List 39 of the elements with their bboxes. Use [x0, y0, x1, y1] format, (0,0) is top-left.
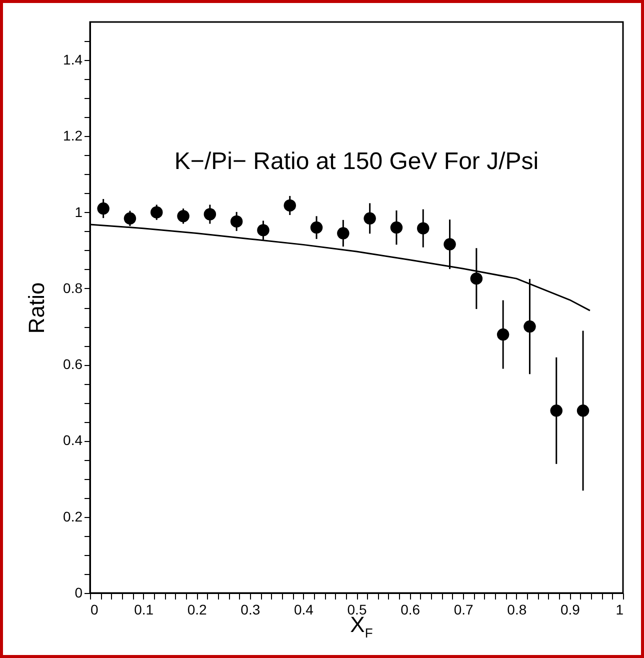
- y-tick-label: 0: [74, 584, 83, 600]
- y-tick-label: 0.6: [63, 356, 83, 372]
- point: [177, 210, 190, 222]
- y-tick-label: 0.8: [63, 280, 83, 296]
- point: [417, 222, 430, 234]
- y-tick-label: 1.4: [63, 52, 83, 68]
- x-tick-label: 0.7: [454, 602, 474, 618]
- point: [470, 272, 483, 285]
- point: [284, 199, 296, 212]
- point: [390, 221, 403, 234]
- y-tick-label: 0.2: [63, 508, 83, 524]
- point: [150, 206, 163, 218]
- x-tick-label: 0.1: [134, 602, 154, 618]
- point: [97, 202, 110, 215]
- point: [257, 224, 270, 236]
- point: [576, 404, 590, 417]
- point: [310, 221, 323, 234]
- text: K−/Pi− Ratio at 150 GeV For J/Psi: [174, 148, 539, 175]
- x-tick-label: 0.6: [400, 602, 420, 618]
- x-tick-label: 0.4: [294, 602, 314, 618]
- point: [444, 238, 456, 250]
- x-tick-label: 1: [616, 602, 624, 618]
- x-tick-label: 0.2: [187, 602, 208, 618]
- point: [204, 208, 216, 220]
- point: [337, 227, 350, 240]
- point: [496, 328, 510, 341]
- point: [364, 212, 376, 225]
- y-axis-title: Ratio: [24, 282, 50, 334]
- point: [524, 320, 536, 333]
- point: [124, 212, 136, 225]
- y-tick-label: 1: [74, 204, 83, 220]
- point: [550, 404, 562, 417]
- x-tick-label: 0.3: [240, 602, 260, 618]
- x-tick-label: 0.8: [507, 602, 527, 618]
- y-tick-label: 0.4: [63, 432, 83, 448]
- y-tick-label: 1.2: [63, 128, 83, 144]
- point: [230, 215, 243, 228]
- x-tick-label: 0: [90, 602, 98, 618]
- x-tick-label: 0.9: [560, 602, 580, 618]
